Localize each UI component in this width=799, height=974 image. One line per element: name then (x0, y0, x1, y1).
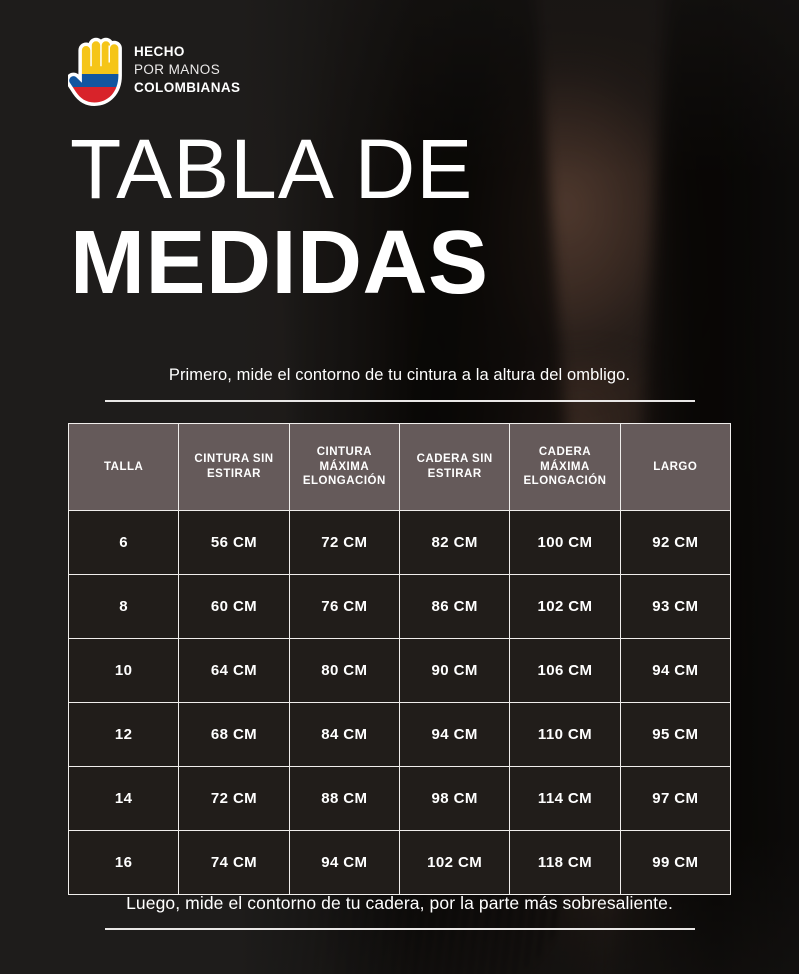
cell-cadera-sin-estirar: 82 CM (398, 510, 511, 575)
size-table-body: 6 56 CM 72 CM 82 CM 100 CM 92 CM 8 60 CM… (67, 510, 732, 895)
cell-cadera-sin-estirar: 98 CM (398, 766, 511, 831)
cell-cintura-sin-estirar: 74 CM (178, 830, 290, 895)
cell-cintura-sin-estirar: 72 CM (178, 766, 290, 831)
table-row: 12 68 CM 84 CM 94 CM 110 CM 95 CM (67, 702, 732, 767)
brand-logo: HECHO POR MANOS COLOMBIANAS (68, 33, 240, 107)
cell-largo: 95 CM (619, 702, 732, 767)
instruction-hip: Luego, mide el contorno de tu cadera, po… (126, 893, 673, 913)
cell-talla: 8 (67, 574, 180, 639)
cell-cintura-maxima: 72 CM (288, 510, 400, 575)
cell-talla: 10 (67, 638, 180, 703)
cell-cadera-maxima: 110 CM (509, 702, 621, 767)
divider-top (105, 400, 695, 402)
cell-cintura-sin-estirar: 56 CM (178, 510, 290, 575)
column-header-talla: TALLA (67, 423, 180, 511)
page-title: TABLA DE MEDIDAS (70, 122, 489, 314)
column-header-largo: LARGO (619, 423, 732, 511)
cell-talla: 14 (67, 766, 180, 831)
cell-cadera-sin-estirar: 102 CM (398, 830, 511, 895)
cell-cadera-sin-estirar: 86 CM (398, 574, 511, 639)
cell-cadera-maxima: 102 CM (509, 574, 621, 639)
colombian-hand-icon (68, 33, 124, 107)
column-header-cadera-maxima: CADERA MÁXIMA ELONGACIÓN (509, 423, 621, 511)
divider-bottom (105, 928, 695, 930)
instruction-waist: Primero, mide el contorno de tu cintura … (168, 366, 631, 384)
cell-cadera-sin-estirar: 94 CM (398, 702, 511, 767)
brand-line-1: HECHO (134, 43, 185, 59)
cell-cintura-maxima: 80 CM (288, 638, 400, 703)
cell-cadera-maxima: 114 CM (509, 766, 621, 831)
table-header-row: TALLA CINTURA SIN ESTIRAR CINTURA MÁXIMA… (67, 423, 732, 511)
column-header-cintura-sin-estirar: CINTURA SIN ESTIRAR (178, 423, 290, 511)
size-table: TALLA CINTURA SIN ESTIRAR CINTURA MÁXIMA… (67, 423, 732, 895)
cell-cintura-sin-estirar: 60 CM (178, 574, 290, 639)
cell-cintura-maxima: 94 CM (288, 830, 400, 895)
cell-largo: 92 CM (619, 510, 732, 575)
table-row: 6 56 CM 72 CM 82 CM 100 CM 92 CM (67, 510, 732, 575)
brand-line-3: COLOMBIANAS (134, 80, 241, 96)
cell-cintura-maxima: 88 CM (288, 766, 400, 831)
cell-largo: 93 CM (619, 574, 732, 639)
table-row: 10 64 CM 80 CM 90 CM 106 CM 94 CM (67, 638, 732, 703)
cell-cadera-maxima: 100 CM (509, 510, 621, 575)
cell-cintura-sin-estirar: 64 CM (178, 638, 290, 703)
cell-largo: 99 CM (619, 830, 732, 895)
cell-cintura-maxima: 84 CM (288, 702, 400, 767)
cell-talla: 12 (67, 702, 180, 767)
cell-cadera-sin-estirar: 90 CM (398, 638, 511, 703)
table-row: 16 74 CM 94 CM 102 CM 118 CM 99 CM (67, 830, 732, 895)
cell-cadera-maxima: 106 CM (509, 638, 621, 703)
size-table-wrapper: TALLA CINTURA SIN ESTIRAR CINTURA MÁXIMA… (67, 423, 732, 895)
cell-cintura-sin-estirar: 68 CM (178, 702, 290, 767)
cell-cadera-maxima: 118 CM (509, 830, 621, 895)
column-header-cadera-sin-estirar: CADERA SIN ESTIRAR (398, 423, 511, 511)
cell-cintura-maxima: 76 CM (288, 574, 400, 639)
page-title-line-2: MEDIDAS (70, 213, 489, 314)
page-title-line-1: TABLA DE (70, 122, 474, 216)
cell-largo: 94 CM (619, 638, 732, 703)
table-row: 14 72 CM 88 CM 98 CM 114 CM 97 CM (67, 766, 732, 831)
cell-largo: 97 CM (619, 766, 732, 831)
brand-logo-text: HECHO POR MANOS COLOMBIANAS (134, 43, 240, 98)
cell-talla: 6 (67, 510, 180, 575)
cell-talla: 16 (67, 830, 180, 895)
brand-line-2: POR MANOS (134, 61, 221, 77)
size-table-head: TALLA CINTURA SIN ESTIRAR CINTURA MÁXIMA… (67, 423, 732, 511)
column-header-cintura-maxima: CINTURA MÁXIMA ELONGACIÓN (288, 423, 400, 511)
table-row: 8 60 CM 76 CM 86 CM 102 CM 93 CM (67, 574, 732, 639)
